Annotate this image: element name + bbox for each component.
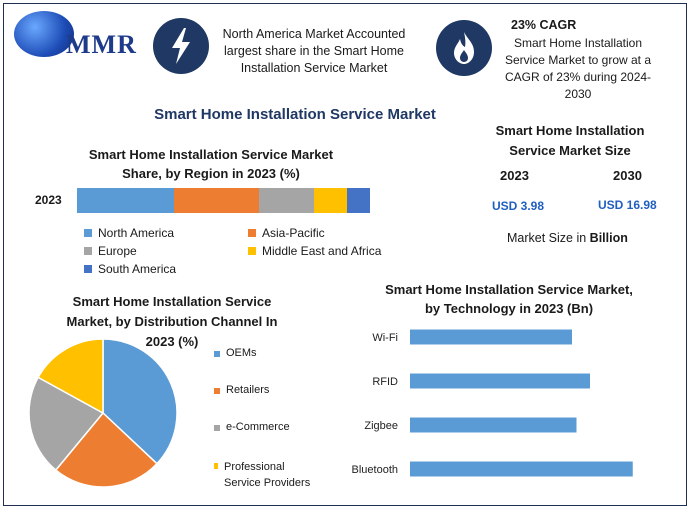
legend-swatch	[214, 388, 220, 394]
cagr-text: Smart Home Installation Service Market t…	[504, 36, 652, 101]
region-bar-segment-south-america	[346, 188, 370, 213]
legend-asia-pacific: Asia-Pacific	[248, 226, 325, 240]
market-size-year-2030: 2030	[613, 168, 642, 183]
cagr-title: 23% CAGR	[511, 18, 577, 32]
region-bar-segment-europe	[258, 188, 315, 213]
legend-oems: OEMs	[214, 347, 257, 359]
tech-category-label: Wi-Fi	[372, 332, 398, 344]
tech-bar-wi-fi	[410, 329, 572, 345]
market-size-note-unit: Billion	[589, 231, 628, 245]
legend-label: Middle East and Africa	[262, 244, 382, 258]
legend-retailers: Retailers	[214, 384, 269, 396]
market-size-title: Smart Home Installation Service Market S…	[495, 123, 645, 158]
legend-middle-east-africa: Middle East and Africa	[248, 244, 381, 258]
legend-swatch	[214, 463, 218, 469]
legend-label: e-Commerce	[226, 421, 290, 433]
legend-professional-service-providers: Professional Service Providers	[214, 459, 324, 491]
infographic-frame	[3, 3, 687, 506]
legend-label: Asia-Pacific	[262, 226, 325, 240]
logo-text: MMR	[66, 30, 137, 59]
pie-slice-e-commerce	[28, 376, 105, 472]
legend-north-america: North America	[84, 226, 174, 240]
legend-swatch	[214, 425, 220, 431]
market-size-note-prefix: Market Size in	[507, 231, 590, 245]
legend-label: North America	[98, 226, 175, 240]
legend-label: South America	[98, 262, 177, 276]
tech-category-label: RFID	[372, 376, 398, 388]
distribution-pie-chart	[28, 338, 178, 488]
share-callout: North America Market Accounted largest s…	[222, 27, 406, 75]
legend-swatch	[84, 265, 92, 273]
legend-ecommerce: e-Commerce	[214, 421, 290, 433]
region-chart-title: Smart Home Installation Service Market S…	[88, 147, 334, 181]
legend-label: Europe	[98, 244, 137, 258]
legend-swatch	[248, 229, 256, 237]
region-bar-segment-north-america	[77, 188, 174, 213]
legend-label: Professional Service Providers	[224, 461, 311, 489]
region-bar-segment-asia-pacific	[173, 188, 259, 213]
distribution-chart-title: Smart Home Installation Service Market, …	[66, 294, 278, 349]
region-bar-segment-middle-east-and-africa	[314, 188, 347, 213]
market-size-note: Market Size in Billion	[507, 231, 628, 245]
market-size-value-2023: USD 3.98	[492, 199, 545, 213]
region-stacked-bar	[77, 188, 370, 213]
market-size-value-2030: USD 16.98	[598, 198, 657, 212]
technology-bar-chart: Wi-Fi RFID Zigbee Bluetooth	[352, 329, 633, 477]
tech-category-label: Bluetooth	[352, 464, 398, 476]
pie-slice-oems	[102, 338, 178, 465]
main-title: Smart Home Installation Service Market	[154, 106, 436, 123]
tech-bar-rfid	[410, 373, 590, 389]
legend-swatch	[84, 229, 92, 237]
market-size-year-2023: 2023	[500, 168, 529, 183]
region-category-label: 2023	[35, 193, 62, 207]
legend-europe: Europe	[84, 244, 137, 258]
pie-slice-retailers	[54, 411, 159, 488]
globe-logo-icon	[14, 11, 74, 57]
legend-swatch	[214, 351, 220, 357]
flame-icon	[436, 20, 492, 76]
legend-swatch	[248, 247, 256, 255]
tech-category-label: Zigbee	[364, 420, 398, 432]
lightning-icon	[153, 18, 209, 74]
pie-slice-professional-service-providers	[37, 338, 104, 415]
legend-label: OEMs	[226, 347, 257, 359]
tech-bar-zigbee	[410, 417, 577, 433]
legend-south-america: South America	[84, 262, 176, 276]
legend-label: Retailers	[226, 384, 270, 396]
tech-bar-bluetooth	[410, 461, 633, 477]
legend-swatch	[84, 247, 92, 255]
technology-chart-title: Smart Home Installation Service Market, …	[385, 282, 633, 316]
